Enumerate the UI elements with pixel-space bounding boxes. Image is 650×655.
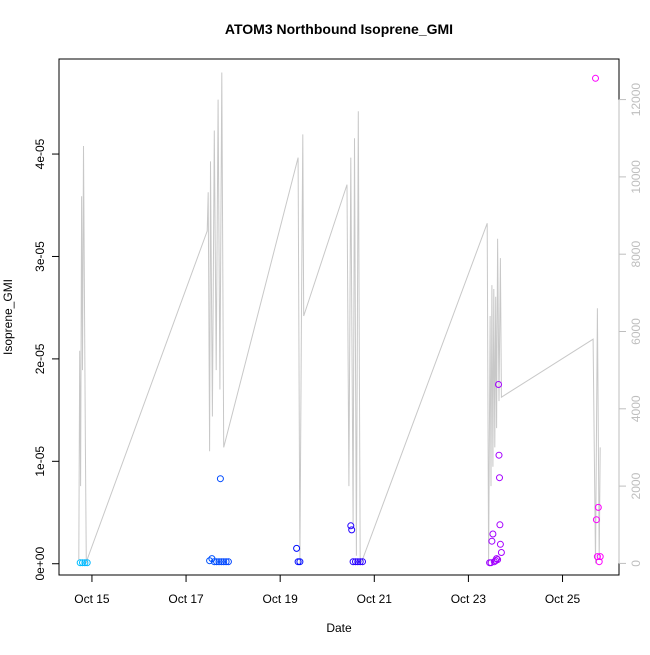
data-point [347, 522, 355, 530]
y-axis: 0e+00 1e-05 2e-05 3e-05 4e-05 [33, 138, 60, 581]
y-tick-label: 3e-05 [33, 241, 47, 272]
data-point [489, 530, 497, 538]
y2-tick-label: 0 [629, 560, 643, 567]
y2-tick-label: 8000 [629, 241, 643, 268]
data-point [496, 540, 504, 548]
data-points [76, 74, 604, 567]
y-tick-label: 1e-05 [33, 446, 47, 477]
data-point [206, 557, 214, 565]
y2-tick-label: 12000 [629, 83, 643, 117]
data-point [210, 558, 218, 566]
data-point [596, 553, 604, 561]
data-point [494, 556, 502, 564]
data-point [352, 558, 359, 566]
y2-tick-label: 10000 [629, 160, 643, 194]
y2-tick-label: 2000 [629, 472, 643, 499]
data-point [293, 544, 301, 552]
plot-frame [58, 58, 620, 576]
data-point [595, 558, 603, 566]
y-tick-label: 0e+00 [33, 547, 47, 581]
data-point [215, 558, 223, 566]
data-point [488, 537, 496, 545]
data-point [356, 558, 364, 566]
data-point [487, 559, 495, 567]
x-tick-label: Oct 19 [262, 592, 298, 606]
data-point [592, 74, 599, 82]
data-point [220, 558, 228, 566]
y2-tick-label: 6000 [629, 318, 643, 345]
altitude-line [78, 72, 601, 566]
data-point [493, 555, 501, 563]
y2-tick-label: 4000 [629, 395, 643, 422]
data-point [495, 381, 502, 388]
data-point [594, 503, 602, 511]
chart-title: ATOM3 Northbound Isoprene_GMI [225, 21, 453, 37]
data-point [592, 516, 600, 524]
data-point [76, 559, 84, 567]
y-tick-label: 2e-05 [33, 343, 47, 374]
data-point [496, 474, 503, 482]
data-point [496, 521, 504, 529]
data-point [497, 549, 505, 556]
x-axis: Oct 15 Oct 17 Oct 19 Oct 21 Oct 23 Oct 25 [74, 574, 581, 606]
data-point [296, 558, 304, 566]
data-point [222, 558, 230, 566]
data-point [348, 526, 356, 534]
data-point [354, 558, 362, 566]
x-tick-label: Oct 23 [451, 592, 487, 606]
y-tick-label: 4e-05 [33, 138, 47, 169]
data-point [81, 559, 89, 567]
data-point [213, 558, 221, 566]
data-point [495, 451, 503, 459]
data-point [224, 558, 232, 566]
data-point [217, 558, 225, 566]
y-axis-label: Isoprene_GMI [1, 279, 15, 355]
data-point [83, 559, 91, 567]
altitude-series [78, 72, 601, 566]
data-point [349, 558, 357, 566]
x-tick-label: Oct 21 [357, 592, 393, 606]
data-point [79, 559, 86, 567]
x-tick-label: Oct 17 [168, 592, 204, 606]
x-tick-label: Oct 25 [545, 592, 581, 606]
data-point [216, 475, 224, 483]
x-axis-label: Date [326, 621, 352, 635]
x-tick-label: Oct 15 [74, 592, 110, 606]
data-point [359, 558, 366, 566]
y2-axis: 0 2000 4000 6000 8000 10000 12000 [618, 83, 643, 567]
